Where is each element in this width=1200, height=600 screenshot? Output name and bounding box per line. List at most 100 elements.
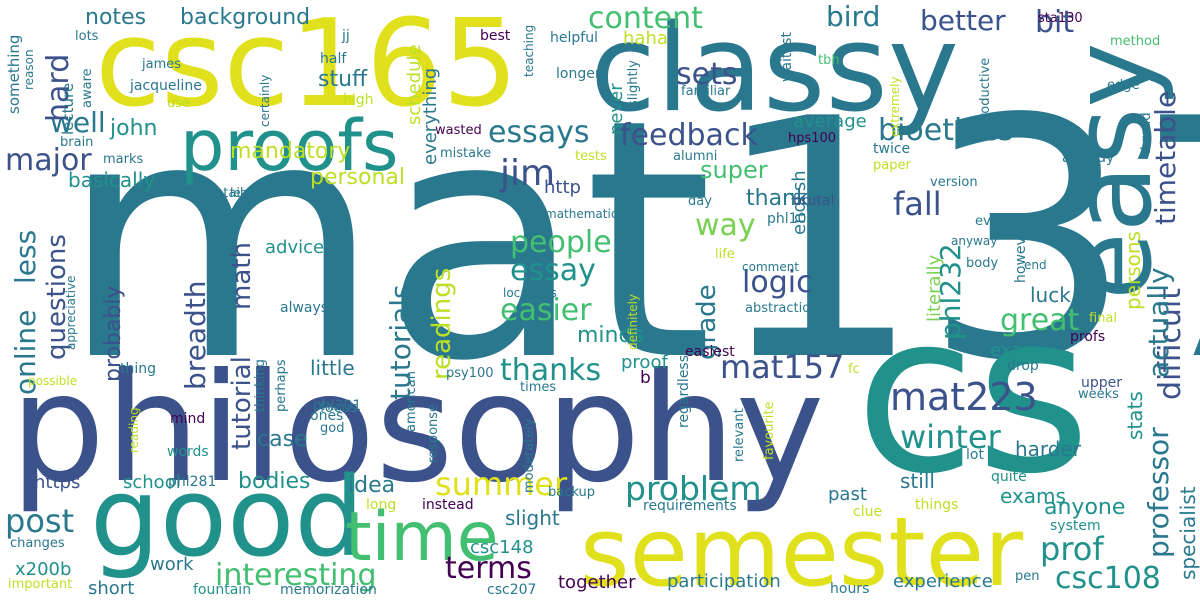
word-difficult: difficult <box>1153 288 1188 400</box>
word-online: online <box>9 310 42 395</box>
word-basically: basically <box>68 168 155 192</box>
word-version: version <box>930 175 978 190</box>
word-edge: edge <box>1107 78 1140 93</box>
word-bit: bit <box>1035 5 1074 40</box>
word-never: never <box>606 83 627 135</box>
word-fc: fc <box>848 362 860 377</box>
word-jim: jim <box>499 153 555 194</box>
word-idea: idea <box>348 473 395 498</box>
word-csc108: csc108 <box>1055 561 1161 596</box>
word-better: better <box>920 4 1006 37</box>
word-cs: cs <box>855 266 1091 522</box>
word-regardless: regardless <box>676 355 692 428</box>
word-mandatory: mandatory <box>230 139 350 164</box>
word-ever: ever <box>975 214 1005 229</box>
word-mind: mind <box>170 411 205 427</box>
word-backup: backup <box>548 485 595 500</box>
word-always: always <box>280 300 328 316</box>
word-schedule: schedule <box>404 44 425 125</box>
word-tutorials: tutorials <box>384 284 417 400</box>
word-already: already <box>1062 150 1114 166</box>
word-lot: lot <box>966 447 984 463</box>
word-day: day <box>688 194 712 209</box>
word-experience: experience <box>893 571 993 592</box>
word-probably: probably <box>101 285 126 382</box>
word-life: life <box>715 247 735 262</box>
word-logic: logic <box>742 265 813 300</box>
word-certainly: certainly <box>258 75 272 127</box>
word-mat137: mat137 <box>60 49 1200 433</box>
word-great: great <box>1000 303 1080 338</box>
word-comment: comment <box>742 260 799 274</box>
word-longer: longer <box>556 66 601 82</box>
word-together: together <box>558 572 636 593</box>
word-drop: drop <box>1007 358 1039 374</box>
word-something: something <box>5 35 23 114</box>
word-little: little <box>310 356 355 380</box>
word-essays: essays <box>488 115 589 150</box>
word-pen: pen <box>1015 569 1040 584</box>
word-short: short <box>88 578 134 599</box>
word-bodies: bodies <box>238 469 311 494</box>
word-people: people <box>510 225 612 260</box>
word-focus: focus <box>320 400 357 416</box>
word-james: james <box>141 57 181 72</box>
word-possible: possible <box>28 374 77 388</box>
word-however: however <box>1013 223 1029 283</box>
word-jj: jj <box>341 28 350 44</box>
word-classy: classy <box>590 0 959 139</box>
word-everything: everything <box>420 68 441 165</box>
word-half: half <box>320 51 347 67</box>
word-stats: stats <box>1123 391 1147 440</box>
word-readings: readings <box>427 268 457 380</box>
word-changes: changes <box>10 536 65 551</box>
word-csc165: csc165 <box>95 0 519 134</box>
word-proof: proof <box>621 352 668 373</box>
word-american: american <box>404 371 419 432</box>
word-well: well <box>50 106 106 139</box>
word-fountain: fountain <box>193 582 251 598</box>
word-productive: productive <box>978 58 993 127</box>
word-mathematics: mathematics <box>545 207 624 221</box>
word-marks: marks <box>103 152 144 167</box>
word-lots: lots <box>75 29 99 44</box>
word-easier: easier <box>500 293 592 328</box>
word-body: body <box>966 256 998 271</box>
word-things: things <box>915 497 958 513</box>
word-haha: haha <box>623 28 668 49</box>
word-timetable: timetable <box>1149 91 1182 225</box>
word-thread: thread <box>1139 112 1154 155</box>
word-appreciative: appreciative <box>64 276 78 350</box>
word-minds: minds <box>577 323 644 348</box>
word-abstraction: abstraction <box>745 301 818 316</box>
word-words: words <box>167 444 209 460</box>
word-moderately: moderately <box>522 418 537 493</box>
word-literally: literally <box>924 254 945 322</box>
word-major: major <box>5 143 92 178</box>
word-reason: reason <box>22 49 36 90</box>
word-tutorial: tutorial <box>227 356 257 450</box>
word-method: method <box>1110 34 1160 49</box>
word-csc207: csc207 <box>487 582 536 598</box>
word-background: background <box>180 5 310 30</box>
word-proofs: proofs <box>180 105 398 187</box>
word-exam: exam <box>990 340 1040 361</box>
word-teaching: teaching <box>522 25 536 77</box>
word-school: school <box>123 472 181 493</box>
word-end: end <box>1024 258 1047 272</box>
word-breadth: breadth <box>179 280 212 390</box>
word-super: super <box>700 156 768 184</box>
word-upper: upper <box>1081 375 1122 391</box>
word-least: least <box>230 186 259 200</box>
word-long: long <box>366 497 396 513</box>
word-case: case <box>257 427 308 452</box>
word-less: less <box>9 230 42 284</box>
word-tests: tests <box>575 149 607 164</box>
word-specialist: specialist <box>1176 486 1200 580</box>
word-way: way <box>695 208 756 243</box>
word-questions: questions <box>42 234 72 360</box>
word-notes: notes <box>85 5 146 30</box>
word-csc148: csc148 <box>470 537 534 558</box>
word-stuff: stuff <box>318 67 368 92</box>
